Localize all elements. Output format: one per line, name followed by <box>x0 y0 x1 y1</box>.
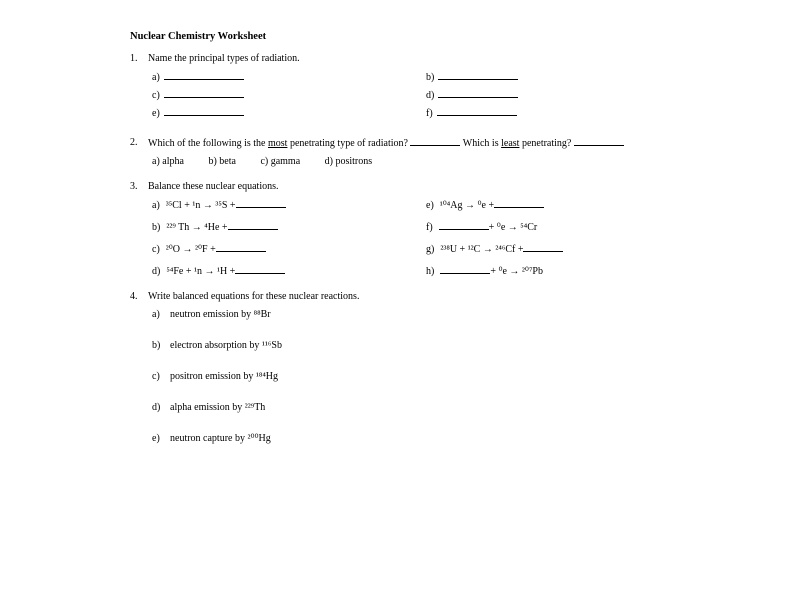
q1-blank-c[interactable] <box>164 88 244 98</box>
q2-mid: penetrating type of radiation? <box>287 138 410 149</box>
question-1: 1. Name the principal types of radiation… <box>130 52 700 124</box>
q3-f-blank[interactable] <box>439 220 489 230</box>
q2-opt-b[interactable]: b) beta <box>208 155 236 168</box>
q4-a-text: neutron emission by ⁸⁸Br <box>170 308 271 321</box>
q4-number: 4. <box>130 290 148 303</box>
q2-opt-d[interactable]: d) positrons <box>325 155 373 168</box>
q3-c-label: c) <box>152 243 160 256</box>
q3-d-label: d) <box>152 265 160 278</box>
q1-opt-a: a) <box>152 71 160 84</box>
q4-b-text: electron absorption by ¹¹⁶Sb <box>170 339 282 352</box>
q4-e-text: neutron capture by ²⁰⁰Hg <box>170 432 271 445</box>
q4-e-label: e) <box>152 432 170 445</box>
q2-which: Which is <box>460 138 501 149</box>
q3-h-blank[interactable] <box>440 264 490 274</box>
q4-d-label: d) <box>152 401 170 414</box>
q3-c-eq: ²⁰O → ²⁰F + <box>166 243 216 256</box>
question-2: 2. Which of the following is the most pe… <box>130 136 700 168</box>
q3-text: Balance these nuclear equations. <box>148 180 700 193</box>
q4-c-text: positron emission by ¹⁸⁴Hg <box>170 370 278 383</box>
q4-c-label: c) <box>152 370 170 383</box>
q3-b-label: b) <box>152 221 160 234</box>
q2-opt-c[interactable]: c) gamma <box>260 155 300 168</box>
q2-pre: Which of the following is the <box>148 138 268 149</box>
q3-d-blank[interactable] <box>235 264 285 274</box>
q2-blank-1[interactable] <box>410 136 460 146</box>
q1-blank-d[interactable] <box>438 88 518 98</box>
q4-a-label: a) <box>152 308 170 321</box>
q2-most: most <box>268 138 287 149</box>
q3-b-blank[interactable] <box>228 220 278 230</box>
q2-options: a) alpha b) beta c) gamma d) positrons <box>130 155 700 168</box>
q3-a-label: a) <box>152 199 160 212</box>
q2-end: penetrating? <box>519 138 573 149</box>
q2-number: 2. <box>130 136 148 150</box>
q3-g-eq: ²³⁸U + ¹²C → ²⁴⁶Cf + <box>440 243 523 256</box>
question-3: 3. Balance these nuclear equations. a) ³⁵… <box>130 180 700 278</box>
q1-opt-d: d) <box>426 89 434 102</box>
q3-g-label: g) <box>426 243 434 256</box>
question-4: 4. Write balanced equations for these nu… <box>130 290 700 445</box>
q3-h-label: h) <box>426 265 434 278</box>
q2-blank-2[interactable] <box>574 136 624 146</box>
q1-blank-b[interactable] <box>438 70 518 80</box>
q1-blank-f[interactable] <box>437 106 517 116</box>
q1-opt-c: c) <box>152 89 160 102</box>
q4-text: Write balanced equations for these nucle… <box>148 290 700 303</box>
q1-blank-e[interactable] <box>164 106 244 116</box>
q3-b-eq: ²²⁹ Th → ⁴He + <box>166 221 227 234</box>
q3-e-eq: ¹⁰⁴Ag → ⁰e + <box>440 199 494 212</box>
q1-blank-a[interactable] <box>164 70 244 80</box>
q4-d-text: alpha emission by ²²⁹Th <box>170 401 265 414</box>
worksheet-title: Nuclear Chemistry Worksheet <box>130 30 700 44</box>
q3-f-label: f) <box>426 221 433 234</box>
q4-b-label: b) <box>152 339 170 352</box>
q3-f-eq: + ⁰e → ⁵⁴Cr <box>489 221 538 234</box>
q3-d-eq: ⁵⁴Fe + ¹n → ¹H + <box>166 265 235 278</box>
q3-e-label: e) <box>426 199 434 212</box>
q1-number: 1. <box>130 52 148 65</box>
q3-a-blank[interactable] <box>236 198 286 208</box>
q3-h-eq: + ⁰e → ²⁰⁷Pb <box>490 265 543 278</box>
q3-number: 3. <box>130 180 148 193</box>
q2-text: Which of the following is the most penet… <box>148 136 700 150</box>
q3-g-blank[interactable] <box>523 242 563 252</box>
q2-opt-a[interactable]: a) alpha <box>152 155 184 168</box>
q3-e-blank[interactable] <box>494 198 544 208</box>
q3-c-blank[interactable] <box>216 242 266 252</box>
q2-least: least <box>501 138 519 149</box>
q3-a-eq: ³⁵Cl + ¹n → ³⁵S + <box>166 199 236 212</box>
q1-opt-b: b) <box>426 71 434 84</box>
q1-text: Name the principal types of radiation. <box>148 52 700 65</box>
q1-opt-f: f) <box>426 107 433 120</box>
q1-opt-e: e) <box>152 107 160 120</box>
